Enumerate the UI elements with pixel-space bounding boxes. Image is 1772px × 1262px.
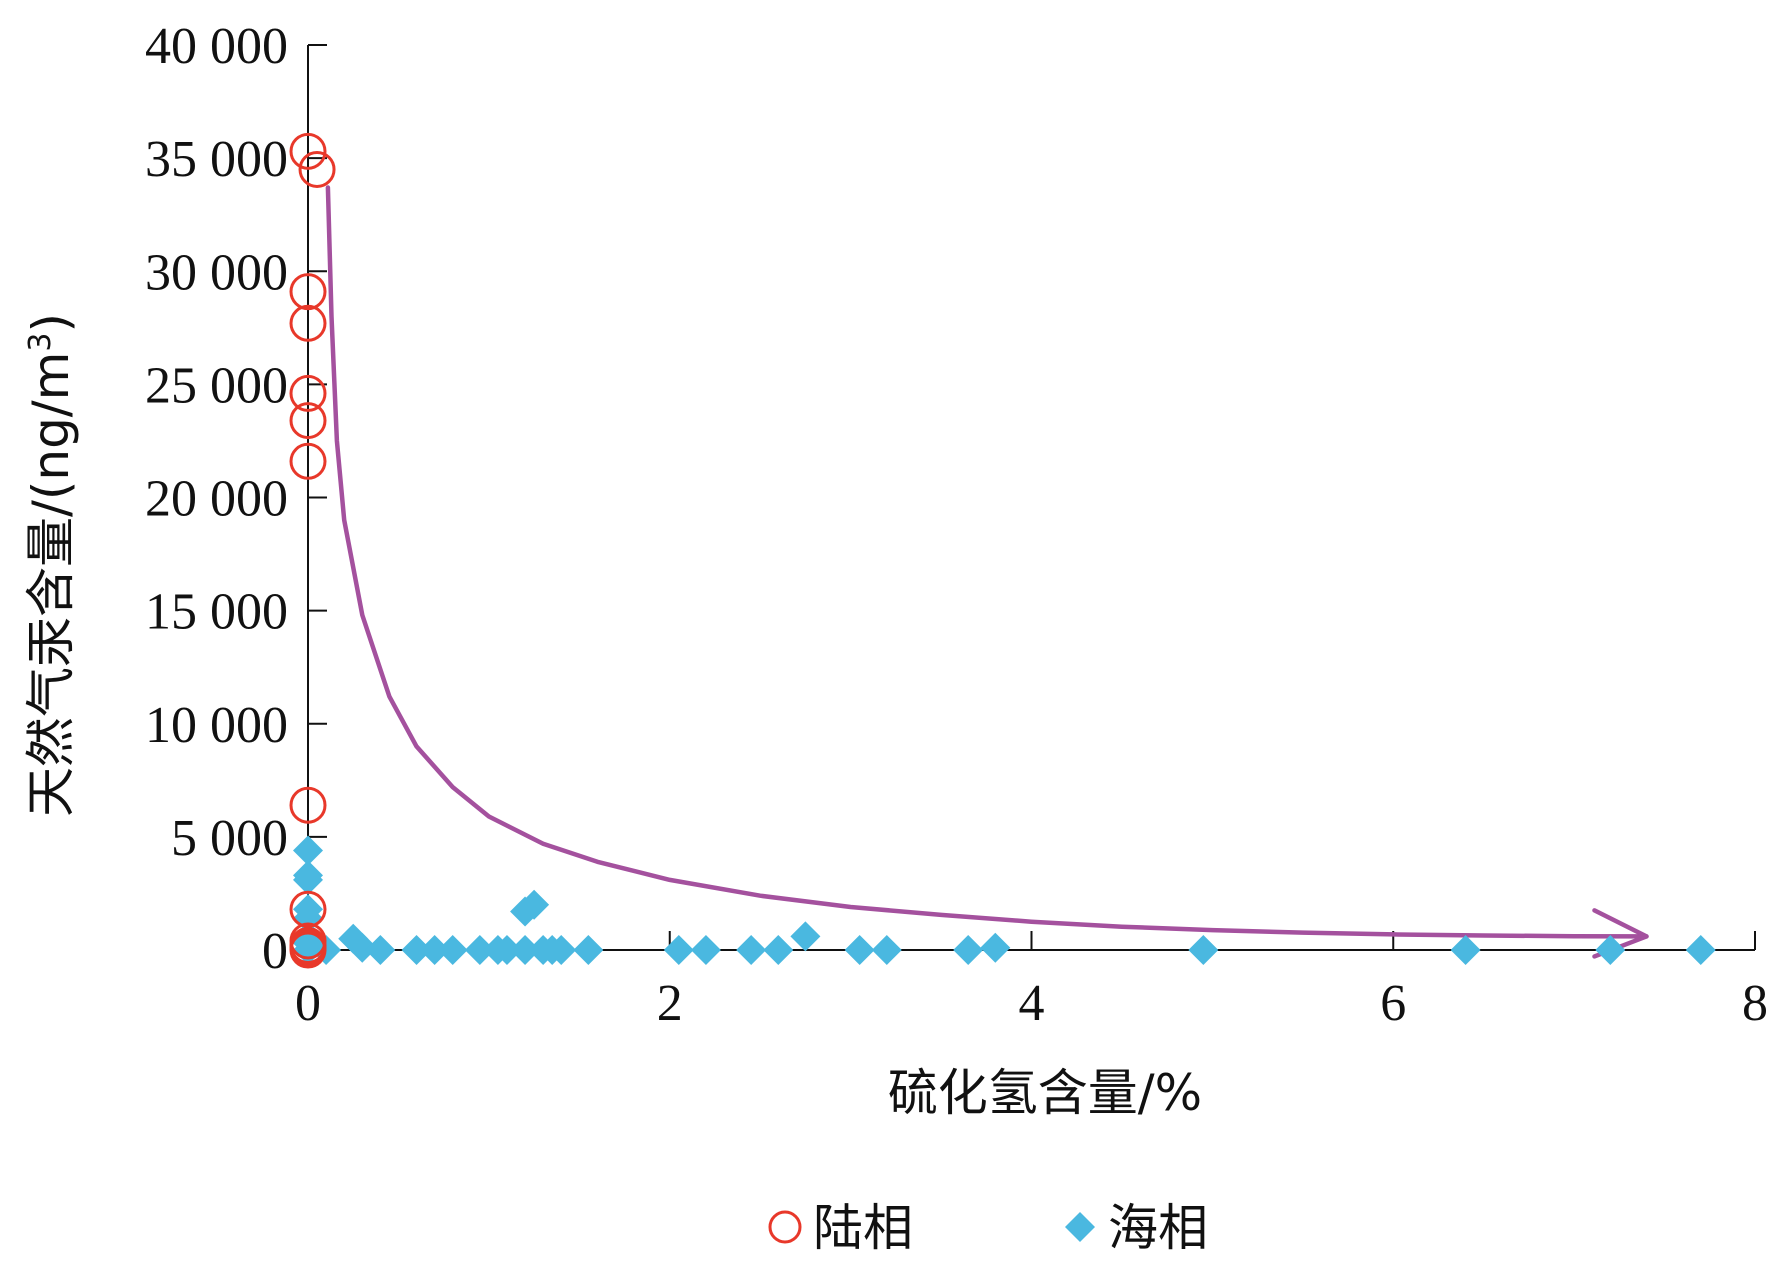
x-tick-label: 4 [1019,975,1045,1032]
marine-data-point [1685,935,1716,965]
legend-marine-label: 海相 [1108,1199,1208,1257]
marine-data-point [510,935,541,965]
y-tick-label: 35 000 [145,131,288,188]
marine-data-point [491,935,522,965]
legend-marine-marker [1065,1212,1095,1242]
marine-data-point [736,935,767,965]
terrestrial-data-point [289,273,327,311]
marine-data-point [790,921,821,952]
y-axis-title: 天然气汞含量/(ng/m3) [22,313,80,817]
y-axis-title-close: ) [22,313,80,333]
x-tick-label: 8 [1742,975,1768,1032]
terrestrial-data-point [289,442,327,480]
marine-data-point [519,889,550,920]
y-tick-label: 5 000 [171,810,288,867]
marine-data-point [401,935,432,965]
terrestrial-data-point [289,786,327,824]
terrestrial-data-point [289,890,327,928]
marine-data-point [1450,935,1481,965]
y-tick-label: 30 000 [145,244,288,301]
y-tick-label: 40 000 [145,18,288,75]
y-axis-title-main: 天然气汞含量/(ng/m [22,352,80,817]
marine-data-point [953,935,984,965]
marine-data-point [844,935,875,965]
y-tick-label: 25 000 [145,357,288,414]
x-tick-label: 6 [1380,975,1406,1032]
axes: 0 5 000 10 000 15 000 20 000 25 000 30 000 35 0… [145,18,1768,1032]
y-tick-label: 20 000 [145,471,288,528]
marine-data-point [871,935,902,965]
marine-data-point [437,935,468,965]
marine-data-point [293,864,323,895]
y-tick-label: 15 000 [145,584,288,641]
x-tick-label: 0 [295,975,321,1032]
legend-terrestrial-label: 陆相 [813,1199,913,1257]
marine-data-point [546,935,577,965]
y-tick-label: 10 000 [145,697,288,754]
y-tick-label: 0 [262,923,288,980]
marine-data-point [293,835,323,866]
marine-data-point [464,935,495,965]
terrestrial-data-point [289,374,327,412]
x-axis-title: 硫化氢含量/% [888,1064,1202,1122]
terrestrial-data-point [298,150,336,188]
trend-curve-group [325,185,1649,959]
marine-data-point [573,935,604,965]
trend-curve [325,185,1649,939]
x-tick-label: 2 [657,975,683,1032]
legend: 陆相 海相 [768,1199,1208,1257]
marine-data-point [763,935,794,965]
marine-data-point [663,935,694,965]
legend-terrestrial-marker [768,1210,802,1244]
marine-data-point [365,935,396,965]
terrestrial-data-point [289,931,327,969]
marine-data-point [419,935,450,965]
terrestrial-data-point [289,132,327,170]
marine-data-point [1188,935,1219,965]
terrestrial-data-point [289,304,327,342]
marine-data-point [690,935,721,965]
marine-data-point [980,932,1011,963]
y-axis-title-superscript: 3 [23,333,58,352]
terrestrial-data-point [289,402,327,440]
marine-data-point [1595,935,1626,965]
data-points-group [289,132,1716,969]
marine-data-point [347,932,378,963]
